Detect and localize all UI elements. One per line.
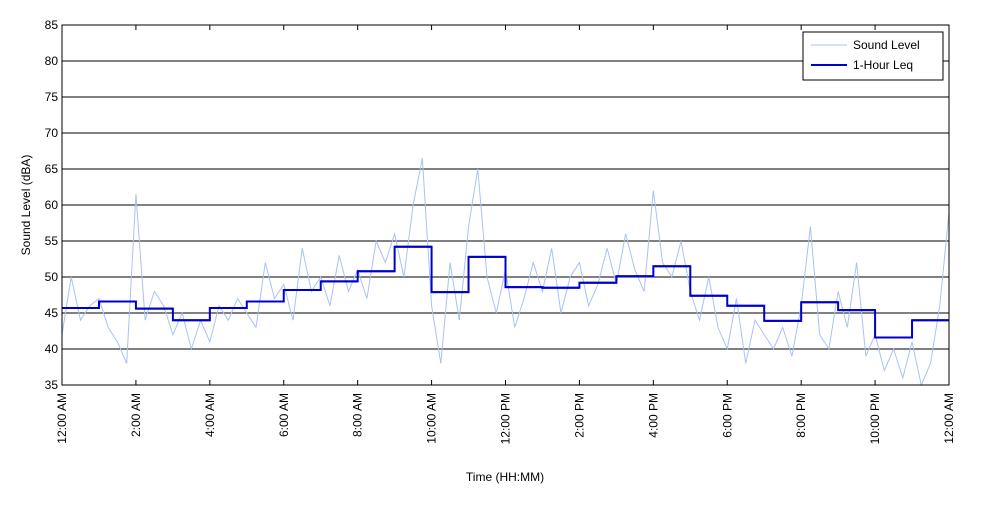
x-tick-label: 8:00 AM — [351, 393, 365, 437]
y-tick-label: 65 — [45, 162, 59, 176]
y-tick-label: 50 — [45, 270, 59, 284]
legend-label: Sound Level — [853, 38, 920, 52]
x-tick-label: 6:00 PM — [720, 393, 734, 438]
legend-label: 1-Hour Leq — [853, 58, 913, 72]
x-tick-label: 10:00 PM — [868, 393, 882, 444]
x-tick-label: 12:00 AM — [942, 393, 956, 444]
x-tick-label: 4:00 AM — [203, 393, 217, 437]
y-tick-label: 70 — [45, 126, 59, 140]
legend-box — [802, 31, 944, 81]
step-connector — [62, 245, 949, 339]
y-tick-label: 35 — [45, 378, 59, 392]
y-tick-label: 45 — [45, 306, 59, 320]
y-axis-label: Sound Level (dBA) — [19, 155, 33, 256]
y-tick-label: 60 — [45, 198, 59, 212]
y-tick-label: 80 — [45, 54, 59, 68]
y-tick-label: 40 — [45, 342, 59, 356]
plot-frame — [61, 24, 950, 386]
x-tick-label: 4:00 PM — [646, 393, 660, 438]
x-axis-label: Time (HH:MM) — [466, 470, 544, 484]
x-tick-label: 2:00 PM — [572, 393, 586, 438]
y-tick-label: 85 — [45, 18, 59, 32]
x-tick-label: 10:00 AM — [425, 393, 439, 444]
x-tick-label: 8:00 PM — [794, 393, 808, 438]
x-tick-label: 2:00 AM — [129, 393, 143, 437]
x-tick-label: 12:00 AM — [55, 393, 69, 444]
y-tick-label: 75 — [45, 90, 59, 104]
x-tick-label: 6:00 AM — [277, 393, 291, 437]
y-tick-label: 55 — [45, 234, 59, 248]
x-tick-label: 12:00 PM — [499, 393, 513, 444]
